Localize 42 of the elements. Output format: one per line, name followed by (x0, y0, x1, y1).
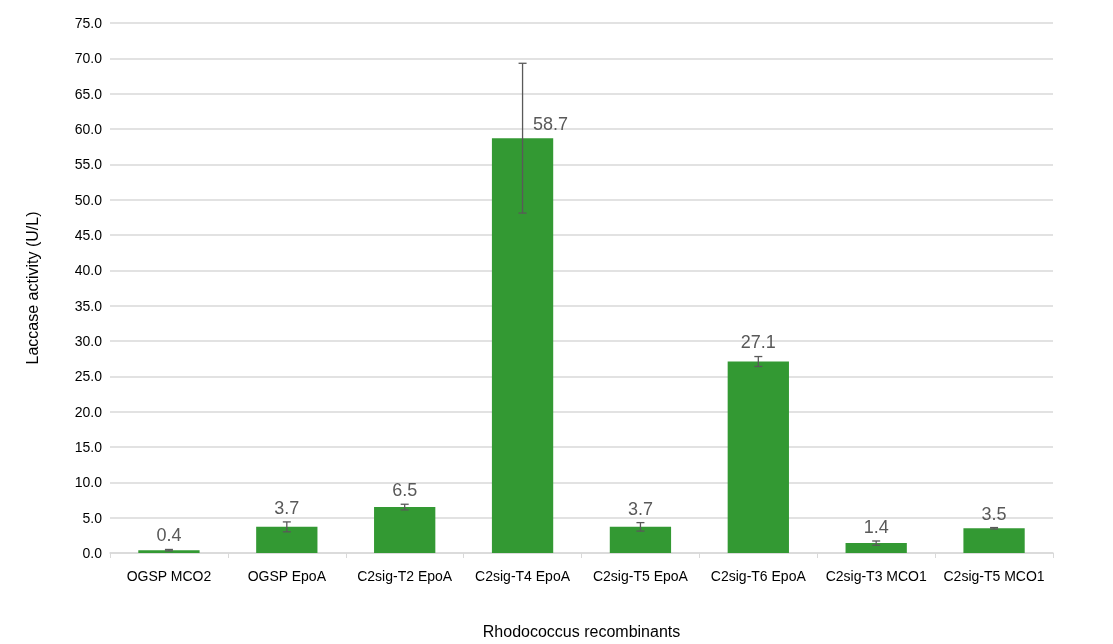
x-tick-label: OGSP EpoA (247, 568, 327, 584)
bar (374, 507, 436, 553)
x-tick-label: OGSP MCO2 (126, 568, 212, 584)
data-label: 27.1 (740, 332, 776, 353)
bar (845, 543, 907, 553)
bar (963, 528, 1025, 553)
x-tick-label: C2sig-T6 EpoA (710, 568, 807, 584)
data-label: 58.7 (533, 114, 569, 135)
x-tick-label: C2sig-T3 MCO1 (825, 568, 927, 584)
y-tick-label: 50.0 (74, 191, 103, 208)
bar (491, 138, 554, 553)
y-tick-label: 15.0 (74, 439, 103, 455)
y-tick-label: 55.0 (74, 156, 103, 173)
bar (256, 526, 318, 553)
bar (609, 526, 672, 553)
y-axis-title: Laccase activity (U/L) (23, 211, 41, 365)
x-axis-title: Rhodococcus recombinants (482, 622, 681, 640)
y-tick-label: 0.0 (82, 545, 103, 561)
y-tick-label: 5.0 (82, 509, 103, 526)
y-tick-label: 75.0 (74, 15, 103, 31)
bar (727, 361, 789, 553)
data-label: 3.7 (627, 498, 653, 519)
x-tick-label: C2sig-T5 MCO1 (943, 568, 1045, 584)
y-tick-label: 30.0 (74, 333, 103, 349)
data-label: 1.4 (863, 516, 889, 537)
y-tick-label: 25.0 (74, 368, 103, 385)
data-label: 6.5 (392, 480, 418, 501)
y-tick-label: 65.0 (74, 85, 103, 102)
y-tick-label: 10.0 (74, 474, 103, 491)
y-tick-label: 45.0 (74, 227, 103, 243)
y-tick-label: 40.0 (74, 262, 103, 279)
x-tick-label: C2sig-T2 EpoA (357, 568, 453, 584)
data-label: 3.7 (274, 497, 300, 518)
data-label: 0.4 (156, 525, 182, 546)
y-tick-label: 70.0 (74, 50, 103, 67)
y-tick-label: 20.0 (74, 403, 103, 420)
bar (138, 550, 200, 553)
data-label: 3.5 (981, 503, 1007, 524)
x-tick-label: C2sig-T5 EpoA (592, 568, 689, 584)
x-tick-label: C2sig-T4 EpoA (475, 568, 571, 584)
y-tick-label: 60.0 (74, 121, 103, 137)
y-tick-label: 35.0 (74, 297, 103, 314)
